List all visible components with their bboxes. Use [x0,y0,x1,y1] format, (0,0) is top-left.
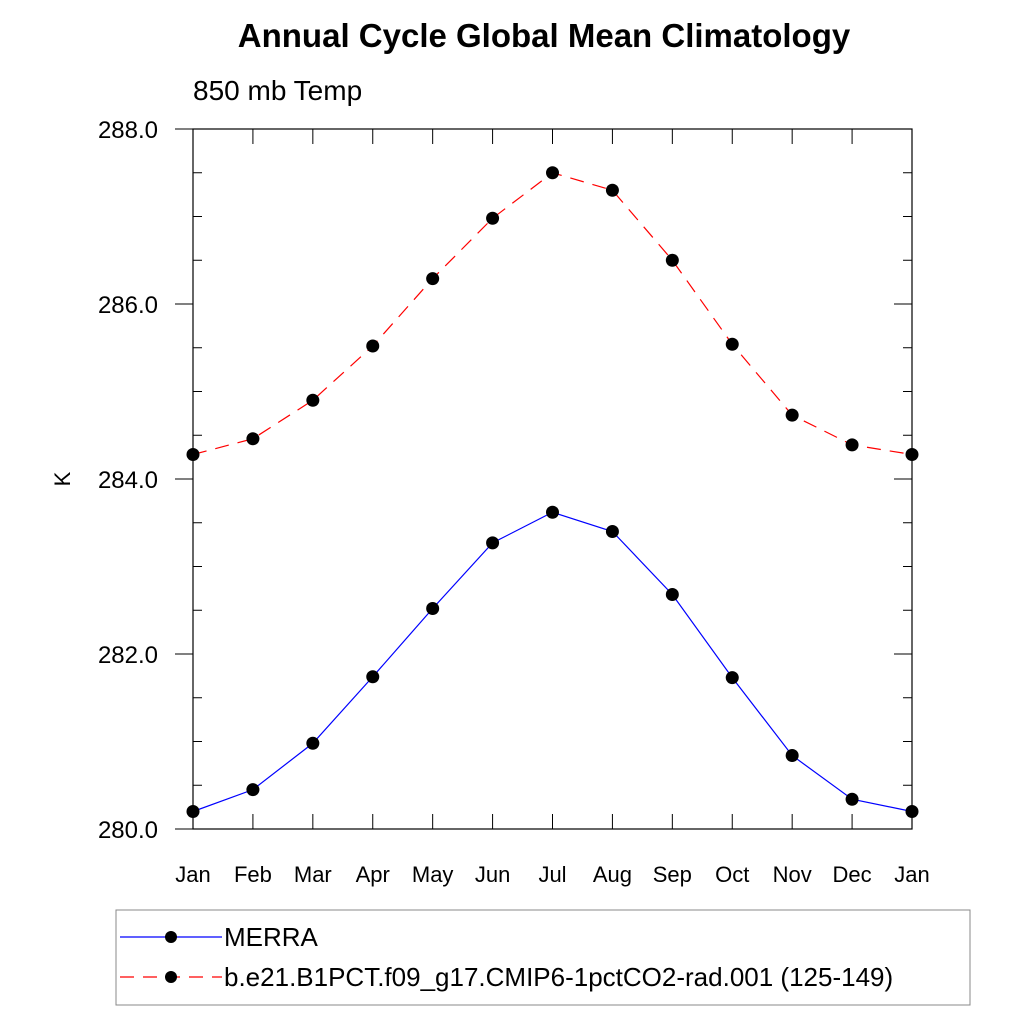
data-point-series-0 [486,536,500,550]
data-point-series-1 [665,253,679,267]
legend-label-model: b.e21.B1PCT.f09_g17.CMIP6-1pctCO2-rad.00… [224,962,893,992]
data-point-series-0 [725,671,739,685]
x-tick-label: Jan [175,862,210,887]
data-point-series-1 [905,448,919,461]
x-tick-label: Feb [234,862,272,887]
legend-marker-model [165,971,177,983]
data-point-series-1 [845,438,859,452]
x-tick-label: May [412,862,454,887]
data-point-series-1 [186,448,200,461]
legend: MERRA b.e21.B1PCT.f09_g17.CMIP6-1pctCO2-… [115,909,971,1006]
data-point-series-0 [426,602,440,615]
y-tick-labels: 280.0 282.0 284.0 286.0 288.0 [98,117,158,844]
x-tick-label: Apr [356,862,390,887]
legend-label-merra: MERRA [224,922,319,952]
data-point-series-0 [546,505,559,519]
data-point-series-0 [366,670,380,684]
legend-box [115,909,971,1006]
data-point-series-1 [605,183,619,197]
data-point-series-0 [665,588,679,601]
x-tick-label: Oct [715,862,749,887]
data-point-series-0 [605,525,619,538]
data-point-series-1 [366,339,380,353]
data-point-series-0 [845,792,859,806]
series-line-1 [192,172,913,456]
data-point-series-1 [246,432,260,446]
legend-marker-merra [165,931,177,943]
data-point-series-1 [546,166,559,180]
x-tick-label: Sep [653,862,692,887]
data-point-series-0 [306,736,320,750]
x-tick-label: Jan [894,862,929,887]
series-layer [186,166,919,818]
y-axis-label: K [50,471,75,486]
axis-ticks [175,128,913,830]
x-tick-label: Jun [475,862,510,887]
data-point-series-0 [905,805,919,818]
y-tick-label: 286.0 [98,292,158,319]
data-point-series-0 [785,749,799,762]
x-tick-label: Dec [833,862,872,887]
x-tick-label: Nov [773,862,812,887]
y-tick-label: 282.0 [98,642,158,669]
plot-frame [192,128,913,830]
y-tick-label: 280.0 [98,817,158,844]
chart-subtitle: 850 mb Temp [193,75,362,106]
data-point-series-1 [785,408,799,422]
series-line-0 [192,511,913,813]
x-tick-labels: Jan Feb Mar Apr May Jun Jul Aug Sep Oct Nov Dec Jan [175,862,929,887]
data-point-series-1 [486,211,500,225]
data-point-series-0 [246,783,260,797]
y-tick-label: 284.0 [98,467,158,494]
x-tick-label: Jul [538,862,566,887]
chart-title: Annual Cycle Global Mean Climatology [238,17,851,54]
y-tick-label: 288.0 [98,117,158,144]
data-point-series-1 [725,337,739,351]
x-tick-label: Mar [294,862,332,887]
data-point-series-1 [426,272,440,286]
data-point-series-1 [306,393,320,407]
x-tick-label: Aug [593,862,632,887]
data-point-series-0 [186,805,200,818]
